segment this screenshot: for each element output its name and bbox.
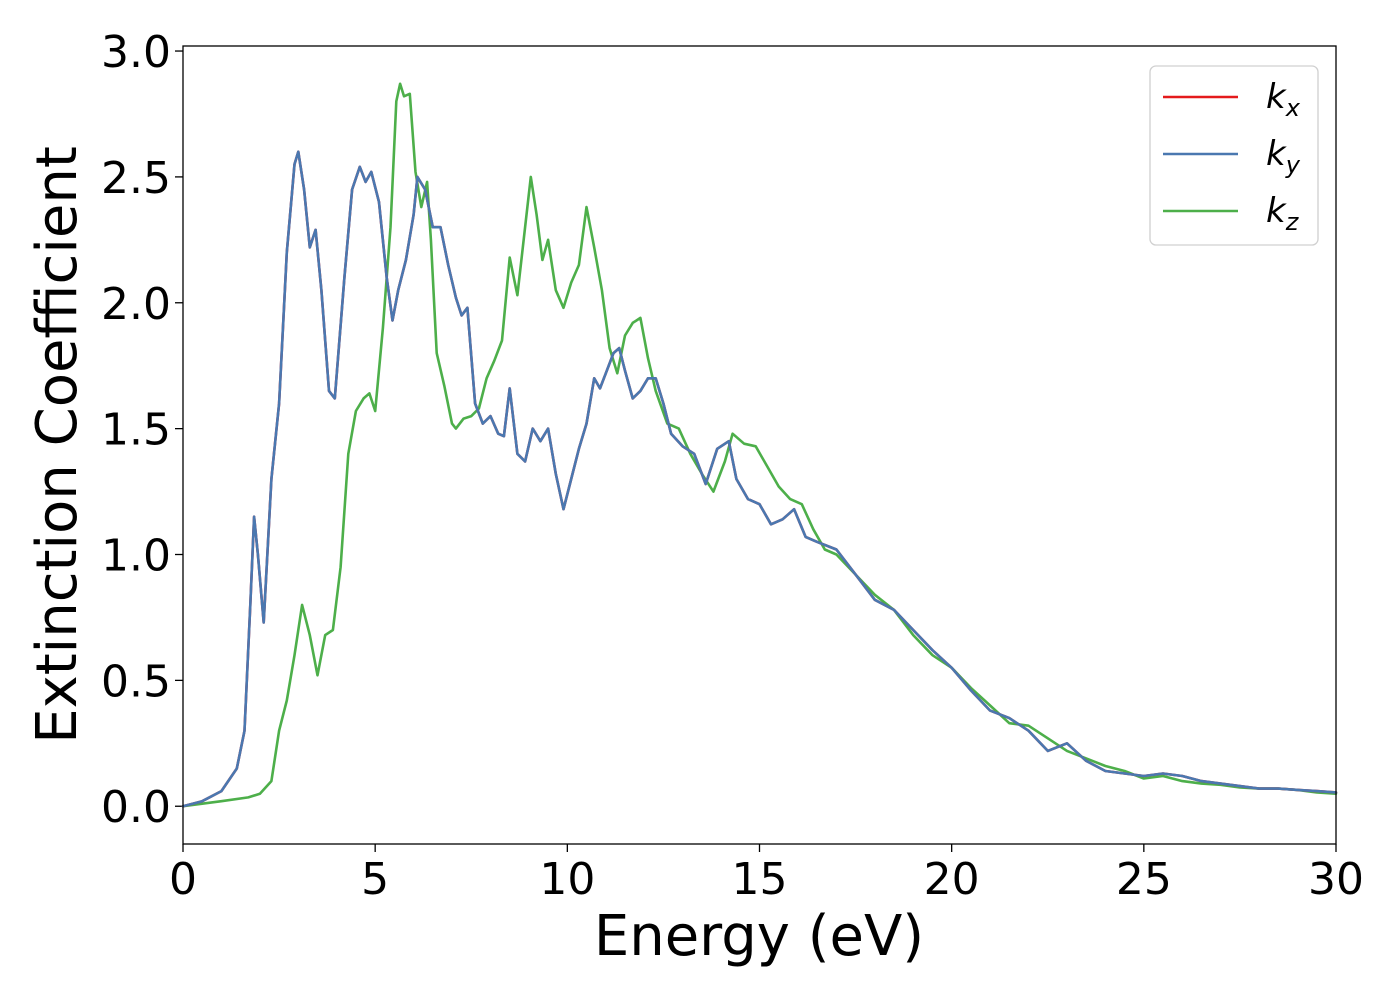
- y-axis-title: Extinction Coefficient: [25, 146, 90, 744]
- series-line-ky: [181, 150, 1338, 808]
- y-tick-label: 2.0: [101, 279, 171, 330]
- y-tick-label: 2.5: [101, 153, 171, 204]
- y-tick-label: 0.0: [101, 782, 171, 833]
- x-tick-label: 25: [1116, 854, 1172, 905]
- x-tick-label: 10: [539, 854, 595, 905]
- x-tick-label: 30: [1308, 854, 1364, 905]
- series-line-kz: [181, 82, 1338, 808]
- y-tick-label: 1.0: [101, 531, 171, 582]
- y-tick-label: 3.0: [101, 27, 171, 78]
- x-tick-label: 0: [169, 854, 197, 905]
- x-tick-label: 15: [732, 854, 788, 905]
- legend-box: [1149, 65, 1319, 246]
- x-axis-title: Energy (eV): [594, 904, 924, 969]
- x-tick-label: 5: [361, 854, 389, 905]
- x-tick-label: 20: [924, 854, 980, 905]
- legend-label-ky: ky: [1266, 134, 1301, 179]
- y-tick-label: 0.5: [101, 656, 171, 707]
- y-axis: 0.0 0.5 1.0 1.5 2.0 2.5 3.0: [101, 27, 183, 833]
- y-tick-label: 1.5: [101, 405, 171, 456]
- legend-label-kx: kx: [1266, 77, 1301, 122]
- plot-background: [183, 46, 1336, 844]
- series-layer: [181, 82, 1338, 808]
- plot-frame: [182, 45, 1337, 845]
- legend: kx ky kz: [1149, 65, 1319, 246]
- legend-label-kz: kz: [1266, 191, 1300, 236]
- x-axis: 0 5 10 15 20 25 30: [169, 844, 1364, 905]
